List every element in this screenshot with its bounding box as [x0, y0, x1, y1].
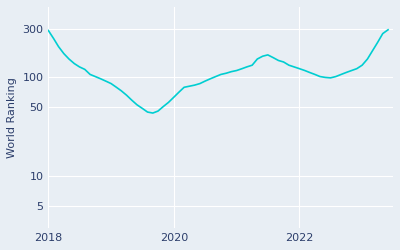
Y-axis label: World Ranking: World Ranking: [7, 77, 17, 158]
